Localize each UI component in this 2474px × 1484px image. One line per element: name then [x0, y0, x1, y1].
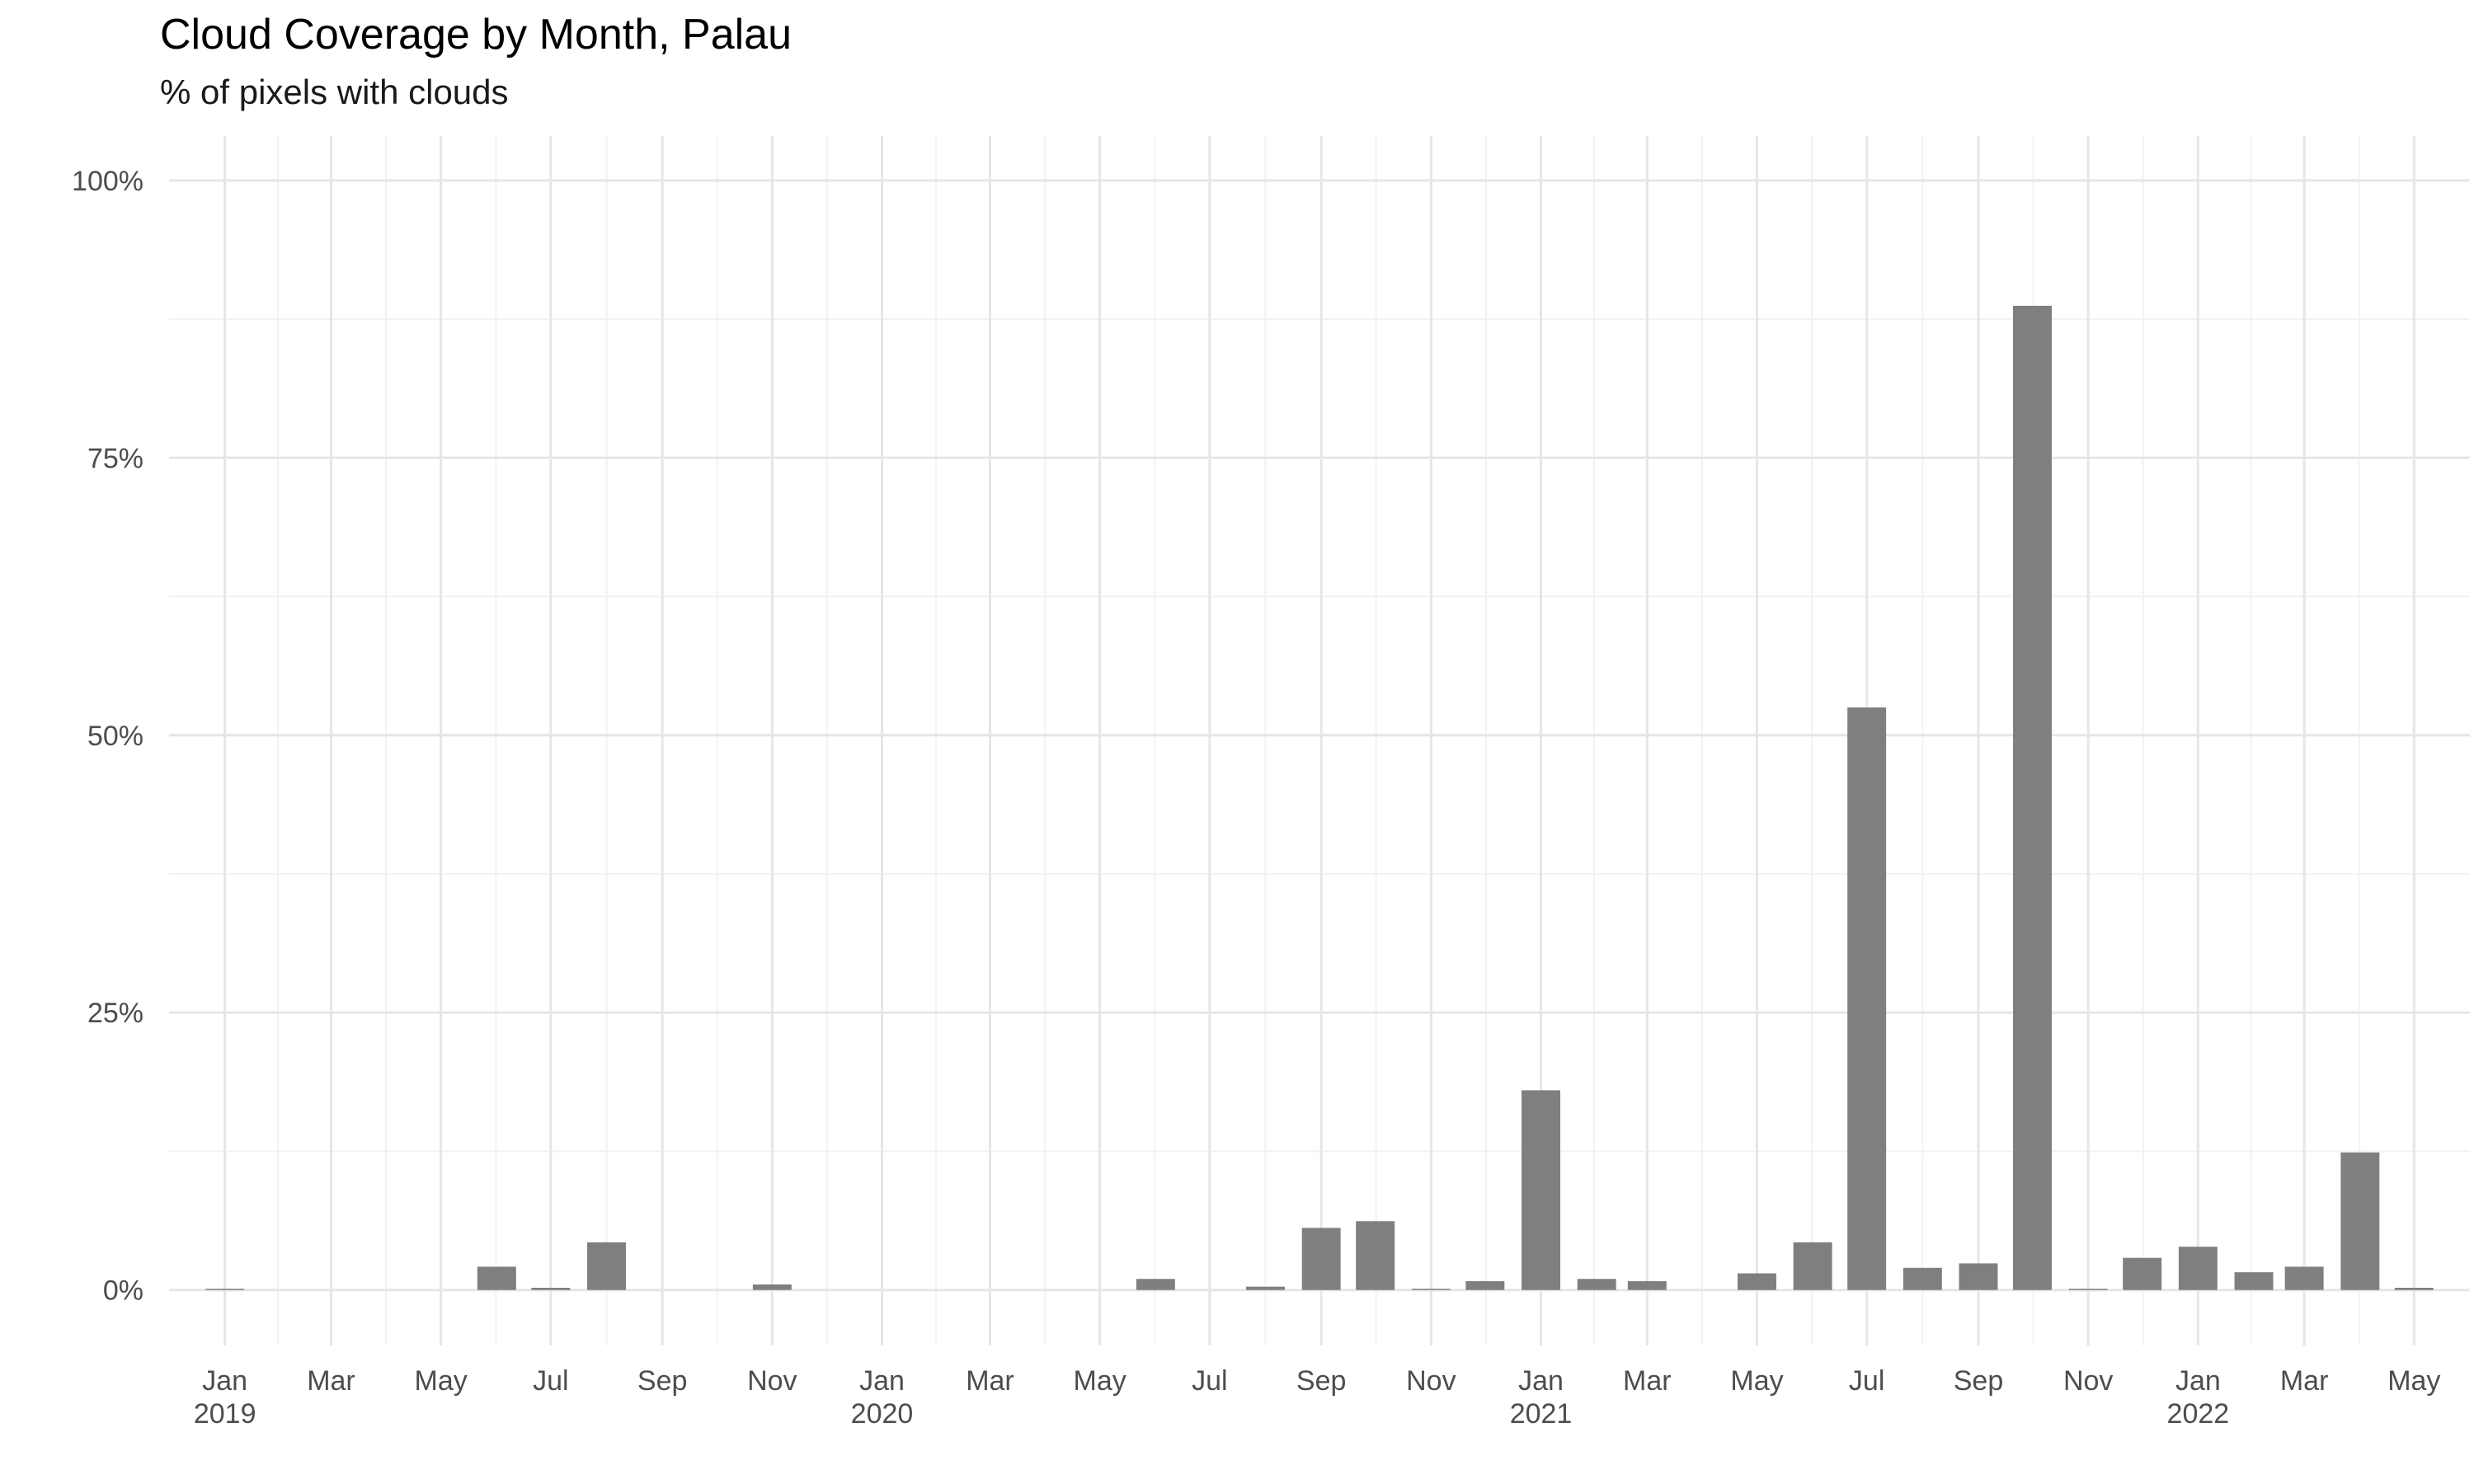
x-tick-label: Jan — [2175, 1365, 2221, 1397]
x-tick-label: Jul — [1192, 1365, 1227, 1397]
x-tick-label: Jul — [533, 1365, 568, 1397]
y-tick-label: 25% — [87, 998, 143, 1029]
x-tick-year-label: 2019 — [194, 1398, 256, 1430]
bar — [1847, 707, 1887, 1290]
bar — [2013, 305, 2052, 1290]
bar — [1522, 1090, 1560, 1290]
bar — [1136, 1279, 1175, 1290]
x-tick-label: Mar — [307, 1365, 355, 1397]
x-tick-label: Mar — [966, 1365, 1014, 1397]
bar — [2068, 1289, 2108, 1290]
y-tick-label: 0% — [103, 1275, 143, 1307]
bar — [1465, 1280, 1505, 1290]
x-tick-label: Sep — [637, 1365, 688, 1397]
bar — [477, 1266, 516, 1290]
x-tick-label: May — [415, 1365, 468, 1397]
bar — [2284, 1266, 2324, 1290]
bar — [1356, 1221, 1395, 1290]
x-tick-label: May — [2387, 1365, 2440, 1397]
y-tick-label: 100% — [72, 166, 143, 197]
x-tick-label: Jul — [1849, 1365, 1884, 1397]
x-tick-label: Sep — [1296, 1365, 1347, 1397]
x-tick-label: Jan — [202, 1365, 247, 1397]
bar — [587, 1242, 626, 1290]
chart-title: Cloud Coverage by Month, Palau — [160, 11, 793, 59]
x-tick-label: Nov — [747, 1365, 797, 1397]
bar — [1793, 1242, 1832, 1290]
x-tick-label: Mar — [2280, 1365, 2329, 1397]
y-tick-label: 50% — [87, 721, 143, 752]
x-tick-year-label: 2021 — [1510, 1398, 1573, 1430]
bar — [1411, 1289, 1451, 1290]
grid-lines — [169, 136, 2470, 1345]
bar — [2394, 1288, 2434, 1290]
x-tick-label: Jan — [1518, 1365, 1564, 1397]
bar — [1246, 1286, 1285, 1290]
x-tick-label: May — [1074, 1365, 1126, 1397]
x-tick-label: May — [1730, 1365, 1783, 1397]
bar — [1577, 1279, 1616, 1290]
x-tick-label: Mar — [1623, 1365, 1672, 1397]
chart-subtitle: % of pixels with clouds — [160, 73, 509, 111]
bar — [752, 1284, 792, 1290]
bar — [1738, 1273, 1776, 1290]
x-tick-label: Jan — [859, 1365, 905, 1397]
y-tick-label: 75% — [87, 443, 143, 474]
bar — [1301, 1228, 1341, 1290]
bar — [2178, 1247, 2218, 1290]
bar — [2340, 1152, 2380, 1290]
bar — [2123, 1257, 2162, 1290]
bar — [205, 1289, 245, 1290]
bar — [531, 1288, 571, 1290]
bar — [1959, 1263, 1998, 1290]
x-tick-label: Sep — [1954, 1365, 2004, 1397]
x-tick-label: Nov — [1406, 1365, 1456, 1397]
bars — [205, 305, 2434, 1290]
x-tick-year-label: 2022 — [2167, 1398, 2230, 1430]
bar — [2234, 1272, 2274, 1290]
x-tick-year-label: 2020 — [851, 1398, 914, 1430]
bar — [1903, 1267, 1942, 1290]
x-tick-label: Nov — [2063, 1365, 2113, 1397]
bar — [1627, 1280, 1667, 1290]
